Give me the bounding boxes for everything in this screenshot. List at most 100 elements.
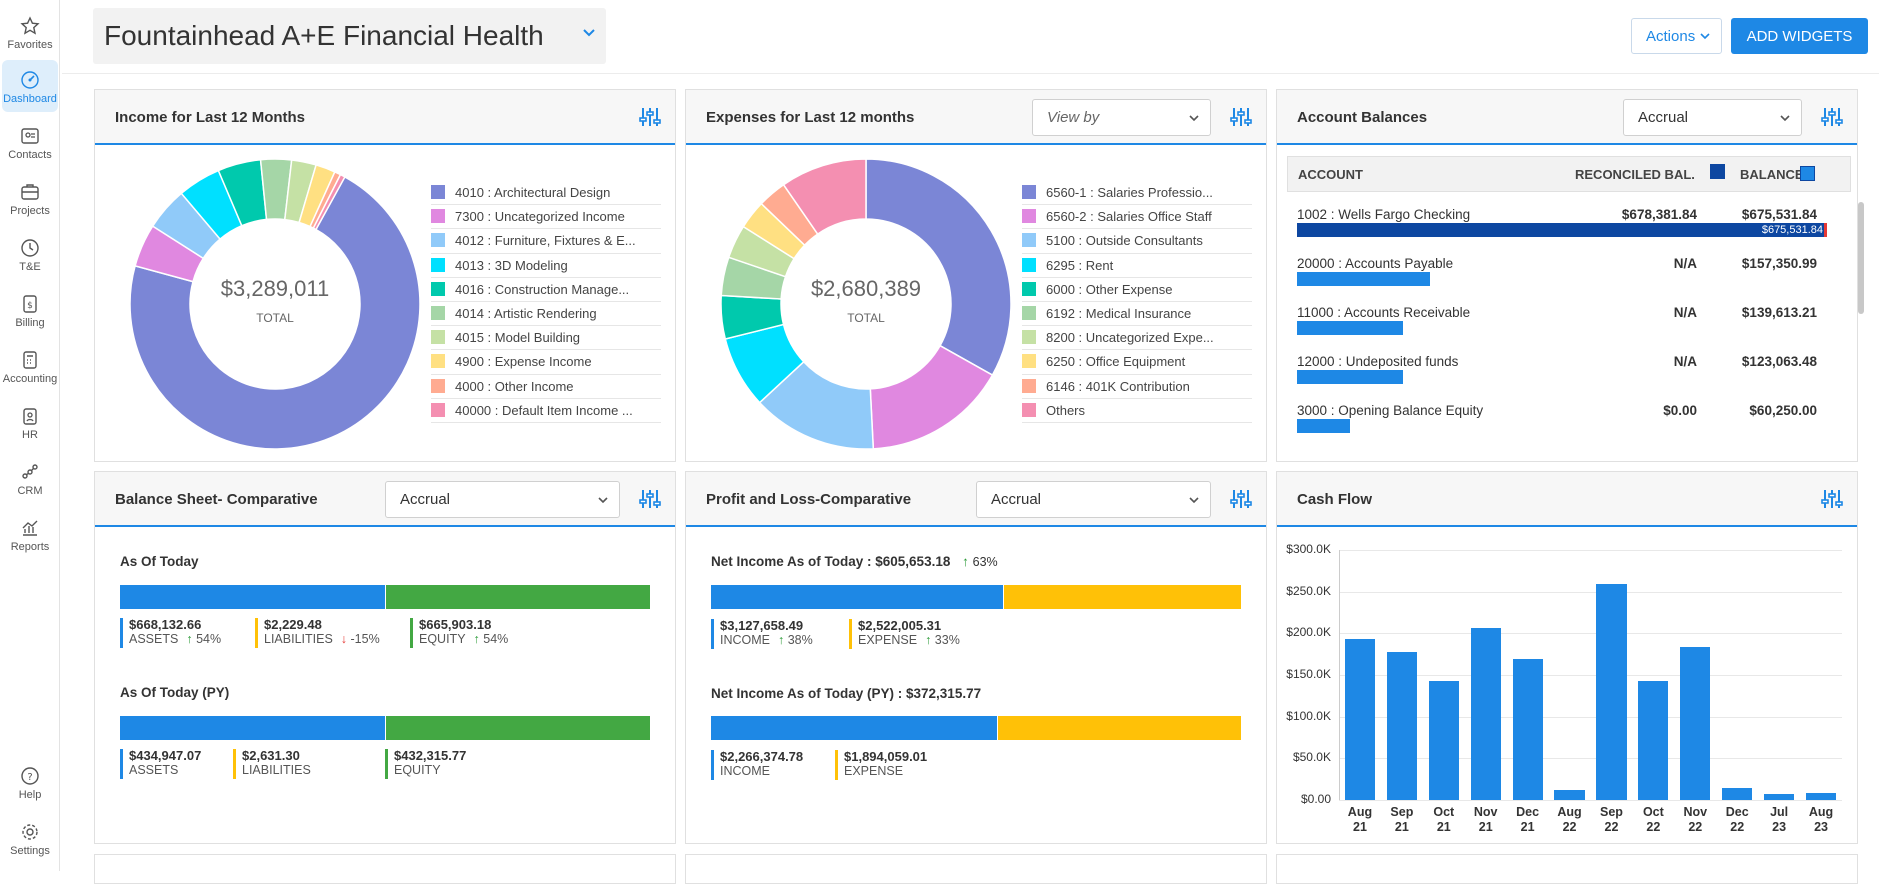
scrollbar[interactable] [1858, 202, 1864, 314]
legend-item[interactable]: 6192 : Medical Insurance [1022, 302, 1252, 327]
table-row[interactable]: 3000 : Opening Balance Equity $0.00 $60,25… [1297, 403, 1827, 451]
bar-segment[interactable] [997, 716, 1241, 740]
stat-block: $1,894,059.01 EXPENSE [835, 750, 927, 780]
legend-item[interactable]: 4015 : Model Building [431, 326, 661, 351]
bs-today-bar [120, 585, 650, 609]
cash-flow-bar[interactable] [1596, 584, 1627, 800]
cash-flow-bar[interactable] [1764, 794, 1795, 800]
legend-item[interactable]: 6250 : Office Equipment [1022, 350, 1252, 375]
stat-value: $432,315.77 [394, 748, 467, 763]
bar-segment[interactable] [711, 585, 1003, 609]
legend-item[interactable]: 4900 : Expense Income [431, 350, 661, 375]
legend-item[interactable]: 4010 : Architectural Design [431, 181, 661, 206]
cash-flow-bar[interactable] [1386, 651, 1417, 800]
sidebar-item-label: Settings [10, 845, 50, 857]
dashboard-selector[interactable]: Fountainhead A+E Financial Health [93, 8, 606, 64]
sidebar-item-te[interactable]: T&E [2, 228, 58, 280]
cash-flow-bar[interactable] [1554, 790, 1585, 800]
stat-value: $2,266,374.78 [720, 749, 804, 764]
y-axis [1339, 550, 1340, 800]
cash-flow-bar[interactable] [1638, 680, 1669, 800]
cash-flow-bar[interactable] [1512, 659, 1543, 800]
balance-sheet-basis-dropdown[interactable]: Accrual [385, 481, 620, 518]
crm-icon [22, 464, 38, 479]
cash-flow-bar[interactable] [1470, 628, 1501, 800]
balance-bar-label: $675,531.84 [1761, 224, 1823, 236]
legend-label: 6000 : Other Expense [1046, 281, 1173, 297]
actions-button[interactable]: Actions [1631, 18, 1722, 54]
legend-item[interactable]: Others [1022, 399, 1252, 423]
arrow-down-icon: ↓ [340, 632, 348, 646]
donut-slice[interactable] [782, 158, 867, 236]
settings-sliders-icon[interactable] [1821, 106, 1843, 128]
table-row[interactable]: 20000 : Accounts Payable N/A $157,350.99 [1297, 256, 1827, 304]
legend-item[interactable]: 8200 : Uncategorized Expe... [1022, 326, 1252, 351]
stat-value: $2,522,005.31 [858, 618, 942, 633]
gridline [1339, 758, 1842, 760]
legend-item[interactable]: 4013 : 3D Modeling [431, 254, 661, 278]
cash-flow-bar[interactable] [1722, 787, 1753, 800]
help-icon: ? [21, 767, 39, 785]
bar-segment[interactable] [711, 716, 998, 740]
reconciled-balance: N/A [1673, 305, 1697, 320]
settings-sliders-icon[interactable] [1821, 488, 1843, 510]
widget-header: Income for Last 12 Months [95, 90, 675, 145]
legend-item[interactable]: 4014 : Artistic Rendering [431, 302, 661, 327]
legend-item[interactable]: 6560-2 : Salaries Office Staff [1022, 205, 1252, 230]
table-row[interactable]: 1002 : Wells Fargo Checking $678,381.84 $6… [1297, 207, 1827, 255]
legend-item[interactable]: 6146 : 401K Contribution [1022, 375, 1252, 399]
view-by-dropdown[interactable]: View by [1032, 99, 1211, 136]
legend-item[interactable]: 4000 : Other Income [431, 375, 661, 399]
settings-sliders-icon[interactable] [1230, 106, 1252, 128]
sidebar-item-label: T&E [19, 261, 41, 273]
bar-segment[interactable] [120, 585, 385, 609]
expenses-total-label: TOTAL [847, 311, 885, 325]
donut-slice[interactable] [129, 175, 421, 450]
sidebar-item-help[interactable]: ? Help [2, 756, 58, 808]
bar-segment[interactable] [120, 716, 385, 740]
legend-item[interactable]: 6295 : Rent [1022, 254, 1252, 278]
legend-item[interactable]: 4016 : Construction Manage... [431, 278, 661, 302]
sidebar-item-settings[interactable]: Settings [2, 812, 58, 864]
reconciled-balance: N/A [1673, 354, 1697, 369]
legend-item[interactable]: 5100 : Outside Consultants [1022, 229, 1252, 254]
bs-py-label: As Of Today (PY) [120, 685, 230, 700]
legend-swatch [1022, 233, 1036, 248]
cash-flow-bar[interactable] [1428, 680, 1459, 800]
view-by-placeholder: View by [1047, 109, 1100, 126]
add-widgets-button[interactable]: ADD WIDGETS [1731, 18, 1868, 54]
cash-flow-bar[interactable] [1344, 639, 1376, 800]
x-tick-label: Sep 21 [1390, 805, 1414, 834]
legend-item[interactable]: 6560-1 : Salaries Professio... [1022, 181, 1252, 206]
table-row[interactable]: 11000 : Accounts Receivable N/A $139,613.2… [1297, 305, 1827, 353]
pnl-basis-dropdown[interactable]: Accrual [976, 481, 1211, 518]
donut-slice[interactable] [865, 158, 1012, 377]
bar-segment[interactable] [385, 585, 650, 609]
bar-segment[interactable] [1002, 585, 1241, 609]
sidebar-item-projects[interactable]: Projects [2, 172, 58, 224]
sidebar-item-crm[interactable]: CRM [2, 452, 58, 504]
sidebar-item-billing[interactable]: $ Billing [2, 284, 58, 336]
sidebar-item-accounting[interactable]: Accounting [2, 340, 58, 392]
sidebar-item-hr[interactable]: HR [2, 396, 58, 448]
settings-sliders-icon[interactable] [639, 106, 661, 128]
bar-segment[interactable] [385, 716, 650, 740]
sidebar-item-favorites[interactable]: Favorites [2, 6, 58, 58]
cash-flow-bar[interactable] [1805, 793, 1837, 800]
settings-sliders-icon[interactable] [639, 488, 661, 510]
sidebar-item-reports[interactable]: Reports [2, 508, 58, 560]
table-row[interactable]: 12000 : Undeposited funds N/A $123,063.48 [1297, 354, 1827, 402]
legend-item[interactable]: 7300 : Uncategorized Income [431, 205, 661, 230]
donut-slice[interactable] [312, 173, 346, 231]
legend-item[interactable]: 40000 : Default Item Income ... [431, 399, 661, 423]
cash-flow-bar[interactable] [1680, 646, 1711, 800]
stat-change: 54% [483, 632, 509, 646]
sidebar-item-contacts[interactable]: Contacts [2, 116, 58, 168]
legend-item[interactable]: 6000 : Other Expense [1022, 278, 1252, 302]
legend-item[interactable]: 4012 : Furniture, Fixtures & E... [431, 229, 661, 254]
balance-bar [1297, 272, 1430, 286]
accounts-basis-dropdown[interactable]: Accrual [1623, 99, 1802, 136]
widget-next-row [685, 854, 1267, 884]
settings-sliders-icon[interactable] [1230, 488, 1252, 510]
sidebar-item-dashboard[interactable]: Dashboard [2, 60, 58, 112]
